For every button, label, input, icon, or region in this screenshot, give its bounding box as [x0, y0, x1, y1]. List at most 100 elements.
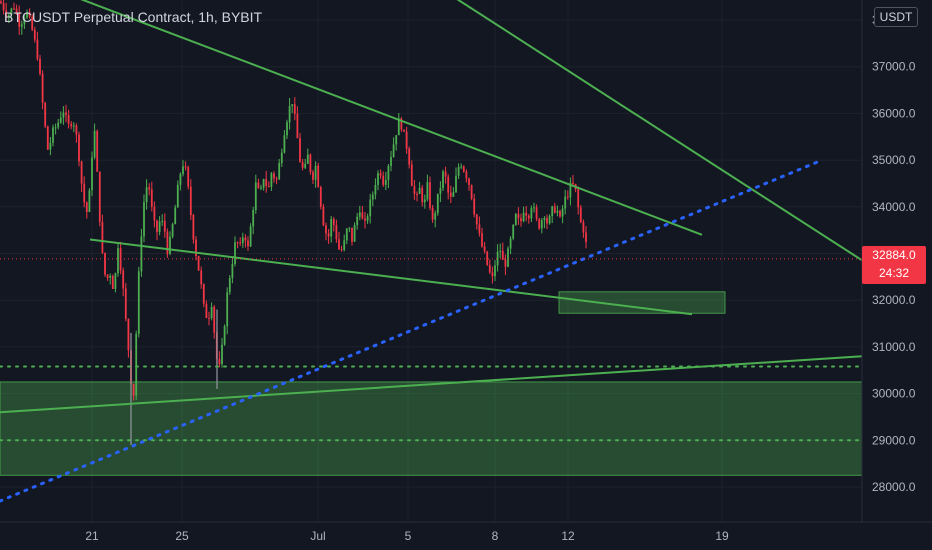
candle-body [559, 210, 561, 217]
candle [273, 171, 275, 183]
candle-body [343, 240, 346, 250]
candle [270, 172, 273, 192]
candle-body [65, 112, 67, 116]
candle [31, 14, 34, 32]
candle-body [20, 24, 23, 27]
candle-body [400, 118, 403, 130]
candle [104, 252, 106, 277]
candle-body [218, 359, 221, 365]
candle [98, 171, 101, 227]
candle-body [101, 221, 104, 253]
candle [26, 9, 28, 20]
candle-body [54, 127, 57, 129]
candle [10, 7, 13, 20]
candle-body [460, 166, 463, 168]
candle-body [288, 106, 291, 123]
candle [75, 123, 78, 143]
outer-descending-line[interactable] [446, 0, 867, 264]
candle [582, 219, 585, 238]
candle [330, 216, 333, 243]
candle [93, 123, 96, 160]
candle [280, 148, 283, 167]
candle-body [158, 221, 161, 232]
candle-body [473, 198, 476, 215]
candle [260, 184, 262, 191]
candle [109, 273, 112, 285]
candle [494, 259, 496, 282]
candle-body [374, 184, 377, 195]
candle-body [582, 221, 585, 233]
candle-body [260, 187, 262, 189]
candle-body [70, 123, 73, 127]
candle-body [309, 154, 312, 173]
candle [189, 179, 192, 220]
candle-body [488, 264, 491, 273]
long-ascending-line[interactable] [0, 355, 863, 414]
upper-descending-line[interactable] [62, 0, 703, 236]
candle-body [504, 259, 507, 267]
candle-body [109, 275, 112, 278]
lower-wedge-line[interactable] [89, 238, 693, 316]
candle-body [228, 277, 231, 293]
candle [208, 311, 210, 326]
candle-body [127, 318, 130, 351]
candle [296, 106, 299, 139]
candle [384, 171, 387, 191]
candle-body [236, 242, 239, 244]
candle-body [7, 15, 10, 17]
candle [444, 166, 447, 184]
candle [520, 213, 522, 227]
currency-badge[interactable]: USDT [874, 7, 918, 27]
candle [166, 228, 169, 258]
candle-body [208, 317, 210, 319]
candle [150, 181, 153, 212]
candle-body [41, 73, 44, 103]
candle-body [5, 10, 8, 17]
candle-body [447, 176, 450, 193]
candle [564, 189, 567, 215]
candle [20, 20, 23, 35]
candle [127, 318, 130, 358]
candle-body [410, 164, 413, 187]
candle [23, 14, 26, 29]
candle [83, 176, 86, 208]
candle [473, 193, 476, 218]
candle [80, 160, 83, 193]
candle [481, 227, 483, 248]
candle-body [509, 238, 512, 249]
candle [57, 118, 60, 130]
candle [410, 160, 413, 187]
candle-body [0, 1, 2, 4]
candle [59, 111, 62, 124]
candle [5, 2, 8, 22]
candle-body [241, 237, 244, 244]
candle-body [353, 225, 356, 242]
candle [452, 187, 455, 198]
candle [254, 174, 257, 214]
candle-body [171, 224, 174, 237]
candle-body [351, 227, 353, 242]
candle [390, 150, 392, 172]
candle-body [2, 3, 5, 11]
candle-body [62, 112, 65, 118]
candle [371, 191, 374, 207]
candle [39, 54, 41, 76]
candle-body [239, 242, 242, 244]
candle-body [551, 206, 554, 217]
candle [468, 177, 470, 191]
candle [247, 236, 249, 251]
candle-body [78, 134, 80, 162]
last-price-value: 32884.0 [872, 248, 916, 262]
candle-body [520, 218, 522, 222]
candle [395, 135, 398, 151]
candle-body [44, 102, 47, 127]
candle [403, 129, 405, 132]
candle-body [325, 225, 327, 234]
candle-body [569, 182, 572, 198]
candle [187, 165, 190, 190]
candle [153, 201, 156, 228]
candle-body [408, 148, 411, 165]
candle-body [231, 264, 234, 278]
